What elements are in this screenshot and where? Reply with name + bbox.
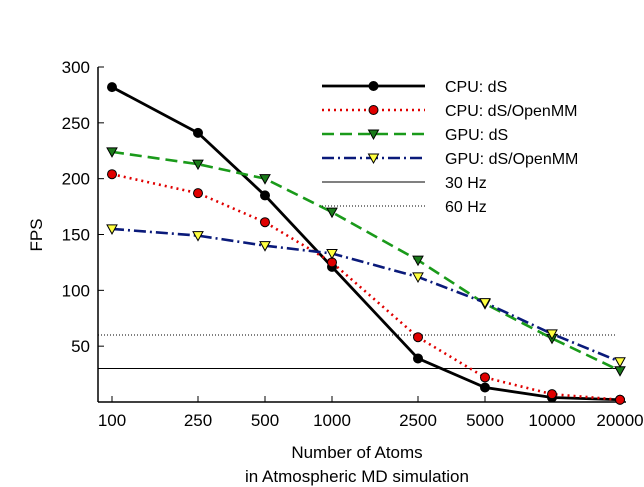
data-point	[260, 190, 270, 201]
y-tick-label: 150	[62, 226, 90, 245]
y-tick-label: 50	[71, 337, 90, 356]
data-point	[412, 255, 424, 267]
x-tick-label: 500	[251, 411, 279, 430]
series-line	[111, 85, 621, 402]
data-point	[107, 169, 117, 180]
x-tick-label: 5000	[466, 411, 504, 430]
legend-label: 30 Hz	[445, 175, 487, 192]
data-point	[193, 188, 203, 199]
data-point	[546, 329, 558, 340]
x-axis-title: Number of Atoms	[291, 443, 422, 462]
data-point	[107, 82, 117, 93]
data-point	[412, 272, 424, 283]
legend-label: GPU: dS/OpenMM	[445, 151, 578, 168]
data-point	[615, 394, 625, 405]
data-point	[106, 147, 118, 158]
legend-label: 60 Hz	[445, 199, 487, 216]
legend-label: CPU: dS	[445, 79, 507, 96]
x-tick-label: 2500	[399, 411, 437, 430]
data-point	[547, 389, 557, 400]
legend: CPU: dS CPU: dS/OpenMM GPU: dS GPU: dS/Open…	[322, 79, 578, 216]
data-point	[326, 248, 338, 260]
series-line	[111, 150, 621, 372]
x-tick-label: 100	[98, 411, 126, 430]
y-tick-label: 300	[62, 58, 90, 77]
series-line	[111, 227, 621, 364]
legend-label: GPU: dS	[445, 127, 508, 144]
y-tick-label: 200	[62, 170, 90, 189]
data-point	[479, 298, 491, 309]
data-point	[480, 382, 490, 393]
y-tick-label: 250	[62, 114, 90, 133]
data-point	[614, 366, 626, 377]
x-tick-label: 1000	[313, 411, 351, 430]
x-tick-label: 20000	[596, 411, 643, 430]
legend-marker	[368, 81, 379, 91]
y-tick-label: 100	[62, 281, 90, 300]
legend-marker	[367, 153, 380, 165]
series-line	[111, 172, 621, 402]
legend-marker	[367, 129, 380, 141]
data-point	[480, 372, 490, 383]
tick-labels: 50 100 150 200 250 300 100 250 500 1000 2500 5000 10…	[62, 58, 644, 430]
data-point	[326, 207, 338, 219]
data-point	[614, 357, 626, 368]
axes	[97, 66, 626, 403]
legend-label: CPU: dS/OpenMM	[445, 103, 577, 120]
data-point	[260, 217, 270, 228]
y-axis-title: FPS	[27, 218, 46, 251]
data-point	[193, 127, 203, 138]
data-point	[192, 159, 204, 171]
x-axis-subtitle: in Atmospheric MD simulation	[245, 467, 469, 486]
legend-marker	[368, 105, 379, 115]
data-point	[259, 241, 271, 252]
data-point	[106, 224, 118, 235]
reference-lines	[98, 334, 616, 369]
data-point	[413, 353, 423, 364]
series-lines	[106, 82, 626, 405]
x-tick-label: 250	[184, 411, 212, 430]
x-tick-label: 10000	[528, 411, 575, 430]
data-point	[259, 174, 271, 185]
data-point	[192, 231, 204, 242]
data-point	[413, 332, 423, 343]
